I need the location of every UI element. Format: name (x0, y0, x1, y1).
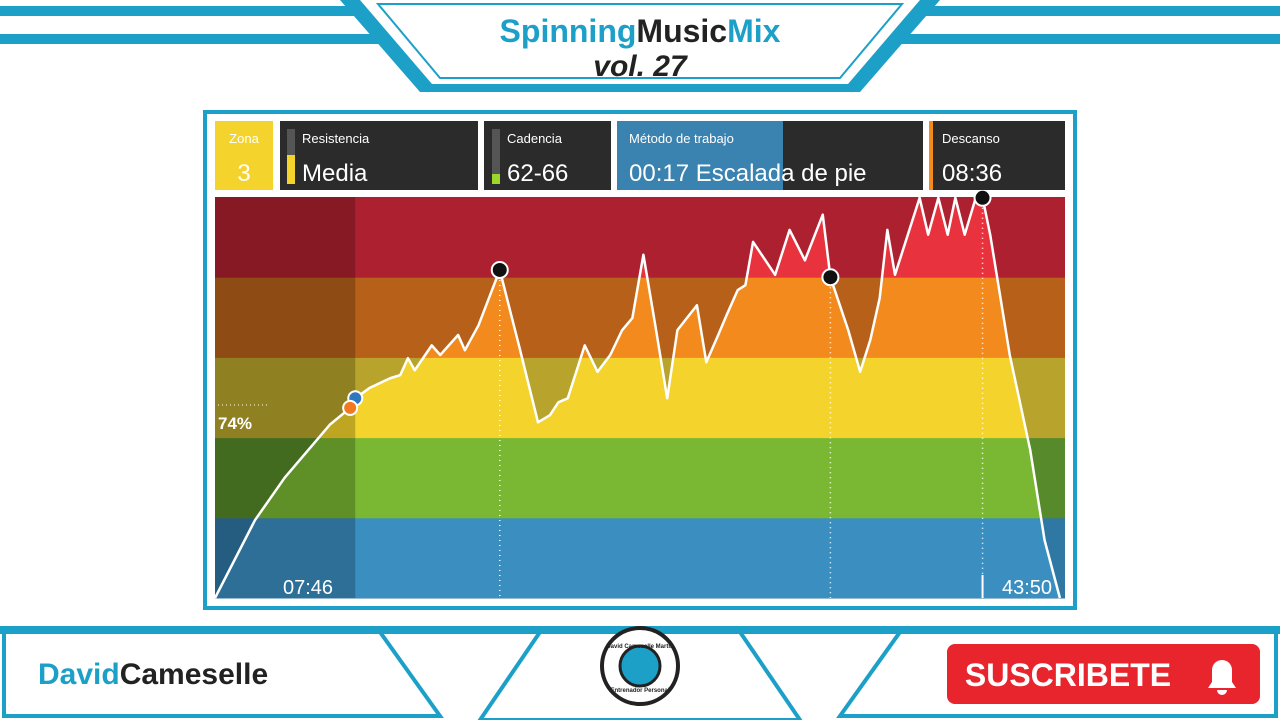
stat-label: Zona (229, 131, 259, 146)
level-fill (287, 155, 295, 184)
logo-center (618, 644, 662, 688)
level-track (492, 129, 500, 184)
author-part: David (38, 658, 120, 691)
intensity-line (213, 196, 1062, 599)
logo-top: David Cameselle Martín (606, 644, 674, 650)
stat-label: Cadencia (507, 131, 563, 146)
banner (360, 0, 920, 84)
elapsed-shade (215, 197, 356, 598)
subscribe-label: SUSCRIBETE (965, 657, 1171, 693)
marker (490, 260, 509, 279)
stat-label: Descanso (942, 131, 1000, 146)
title-part: Mix (727, 13, 781, 49)
stat-box (215, 121, 273, 190)
name-box (2, 630, 444, 718)
volume: vol. 27 (593, 50, 688, 83)
author-part: Cameselle (120, 658, 268, 691)
level-fill (492, 174, 500, 184)
bell-icon (1208, 660, 1236, 695)
stat-value: 00:17 Escalada de pie (629, 160, 867, 187)
accent (929, 121, 933, 190)
zone-band (215, 437, 1060, 519)
stat-value: 62-66 (507, 160, 568, 187)
author: DavidCameselle (38, 658, 268, 691)
zone-band (215, 517, 1060, 598)
stat-box (929, 121, 1065, 190)
plot (213, 188, 1062, 599)
stat-value: 08:36 (942, 160, 1002, 187)
title: SpinningMusicMix (500, 13, 781, 49)
marker (821, 268, 840, 287)
subscribe-button[interactable] (947, 644, 1260, 704)
logo-bottom: Entrenador Personal (610, 688, 669, 694)
stat-label: Método de trabajo (629, 131, 734, 146)
marker (973, 188, 992, 207)
banner-line (375, 3, 905, 79)
progress (617, 121, 783, 190)
title-part: Spinning (500, 13, 637, 49)
threshold-label: 74% (218, 414, 252, 433)
title-part: Music (636, 13, 727, 49)
position-dot (342, 399, 359, 416)
stat-value: Media (302, 160, 368, 187)
remaining: 43:50 (1002, 577, 1052, 599)
elapsed: 07:46 (283, 577, 333, 599)
stat-box (484, 121, 611, 190)
stat-box (280, 121, 478, 190)
stat-value: 3 (237, 160, 250, 187)
stat-label: Resistencia (302, 131, 370, 146)
